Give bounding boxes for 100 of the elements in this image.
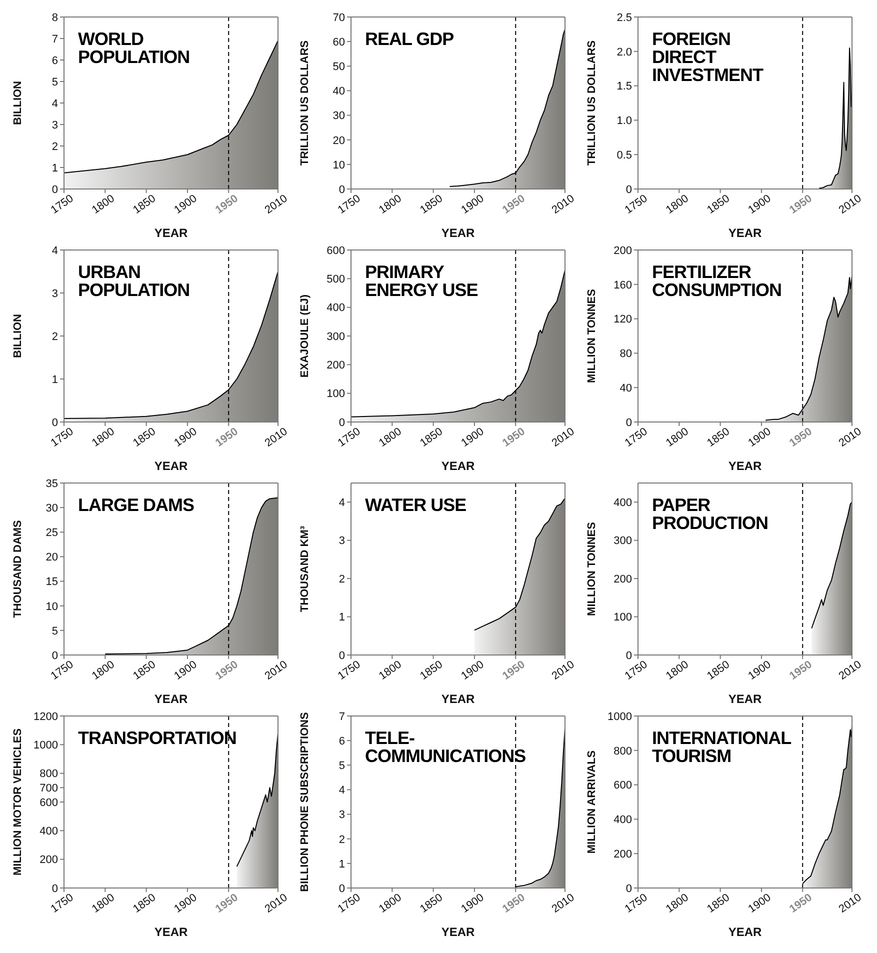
x-tick-label: 1850 — [705, 192, 732, 216]
y-tick-label: 80 — [620, 348, 632, 360]
x-tick-label: 1900 — [746, 892, 774, 916]
y-tick-label: 30 — [332, 110, 345, 122]
y-tick-label: 2 — [52, 140, 58, 153]
y-tick-label: 200 — [614, 244, 632, 257]
x-tick-label: 1900 — [172, 426, 200, 450]
y-tick-label: 100 — [614, 612, 632, 624]
y-tick-label: 400 — [614, 497, 632, 510]
text: INTERNATIONAL TOURISM — [652, 728, 792, 766]
y-tick-label: 2 — [338, 573, 345, 586]
y-tick-label: 8 — [52, 12, 58, 24]
x-tick-label: 1800 — [664, 192, 691, 216]
text: WORLD POPULATION — [78, 29, 191, 67]
x-axis-title: YEAR — [728, 925, 762, 939]
x-tick-label: 1850 — [705, 426, 732, 450]
text: REAL GDP — [365, 29, 454, 49]
x-tick-label: 1950 — [500, 892, 528, 916]
text: TELE-COMMUNICATIONS — [365, 728, 526, 766]
y-axis-title: MILLION MOTOR VEHICLES — [12, 728, 24, 876]
x-tick-label: 2010 — [262, 892, 290, 916]
x-tick-label: 1800 — [376, 892, 404, 916]
x-tick-label: 1950 — [500, 426, 528, 450]
y-tick-label: 20 — [46, 552, 58, 564]
x-tick-label: 1900 — [746, 658, 774, 682]
y-tick-label: 4 — [52, 98, 58, 110]
x-axis-title: YEAR — [154, 226, 188, 240]
x-tick-label: 2010 — [550, 426, 577, 450]
x-tick-label: 1900 — [459, 892, 486, 916]
y-tick-label: 400 — [40, 826, 58, 838]
x-tick-label: 2010 — [836, 892, 864, 916]
x-tick-label: 2010 — [836, 658, 864, 682]
y-tick-label: 15 — [46, 576, 58, 588]
x-tick-label: 1950 — [787, 892, 814, 916]
y-tick-label: 7 — [52, 33, 58, 46]
y-tick-label: 300 — [614, 535, 632, 548]
y-tick-label: 700 — [40, 782, 58, 795]
y-tick-label: 3 — [52, 119, 58, 132]
x-axis-title: YEAR — [728, 459, 762, 473]
x-tick-label: 1900 — [459, 192, 486, 216]
y-tick-label: 100 — [326, 388, 345, 400]
y-tick-label: 40 — [332, 86, 345, 98]
text: LARGE DAMS — [78, 495, 194, 515]
x-tick-label: 1950 — [787, 658, 814, 682]
y-tick-label: 200 — [40, 854, 58, 866]
y-tick-label: 160 — [614, 279, 632, 292]
text: FERTILIZER CONSUMPTION — [652, 262, 782, 300]
x-tick-label: 2010 — [550, 658, 577, 682]
x-tick-label: 1850 — [131, 658, 158, 682]
x-tick-label: 1900 — [172, 192, 200, 216]
x-tick-label: 1800 — [376, 426, 404, 450]
y-tick-label: 2.5 — [616, 12, 632, 24]
x-tick-label: 2010 — [262, 658, 290, 682]
y-axis-title: BILLION — [12, 314, 24, 358]
y-tick-label: 2.0 — [616, 46, 632, 58]
x-tick-label: 1850 — [418, 426, 446, 450]
x-tick-label: 1850 — [418, 892, 446, 916]
y-tick-label: 7 — [338, 710, 345, 723]
y-tick-label: 1.0 — [616, 115, 632, 128]
y-tick-label: 4 — [52, 244, 58, 257]
y-tick-label: 200 — [614, 848, 632, 861]
text: WATER USE — [365, 495, 466, 515]
x-tick-label: 1800 — [90, 426, 117, 450]
x-tick-label: 2010 — [262, 192, 290, 216]
x-axis-title: YEAR — [441, 226, 475, 240]
x-tick-label: 1950 — [787, 426, 814, 450]
y-tick-label: 600 — [614, 780, 632, 792]
y-tick-label: 800 — [614, 745, 632, 758]
x-tick-label: 1900 — [172, 658, 200, 682]
y-tick-label: 1 — [52, 374, 58, 386]
y-tick-label: 4 — [338, 784, 345, 797]
y-tick-label: 10 — [332, 159, 345, 172]
y-tick-label: 40 — [620, 382, 632, 395]
x-tick-label: 1900 — [746, 192, 774, 216]
y-tick-label: 1200 — [34, 710, 58, 723]
x-tick-label: 1800 — [376, 658, 404, 682]
x-tick-label: 1950 — [213, 192, 240, 216]
x-axis-title: YEAR — [441, 692, 475, 706]
y-tick-label: 1 — [338, 858, 345, 870]
y-tick-label: 0.5 — [616, 150, 632, 162]
y-tick-label: 2 — [52, 330, 58, 343]
y-tick-label: 1.5 — [616, 80, 632, 93]
x-axis-title: YEAR — [154, 459, 188, 473]
text: TRANSPORTATION — [78, 728, 236, 748]
y-tick-label: 25 — [46, 527, 58, 540]
x-tick-label: 1800 — [376, 192, 404, 216]
x-tick-label: 1950 — [213, 892, 240, 916]
x-tick-label: 1850 — [418, 658, 446, 682]
y-tick-label: 6 — [52, 54, 58, 67]
x-tick-label: 1850 — [418, 192, 446, 216]
x-axis-title: YEAR — [441, 925, 475, 939]
text: URBAN POPULATION — [78, 262, 191, 300]
y-axis-title: MILLION TONNES — [586, 289, 598, 383]
x-axis-title: YEAR — [728, 226, 762, 240]
y-axis-title: TRILLION US DOLLARS — [299, 40, 311, 166]
y-tick-label: 400 — [326, 302, 345, 314]
y-tick-label: 1 — [338, 612, 345, 624]
y-tick-label: 600 — [40, 796, 58, 809]
x-axis-title: YEAR — [154, 692, 188, 706]
y-tick-label: 1000 — [34, 740, 58, 752]
